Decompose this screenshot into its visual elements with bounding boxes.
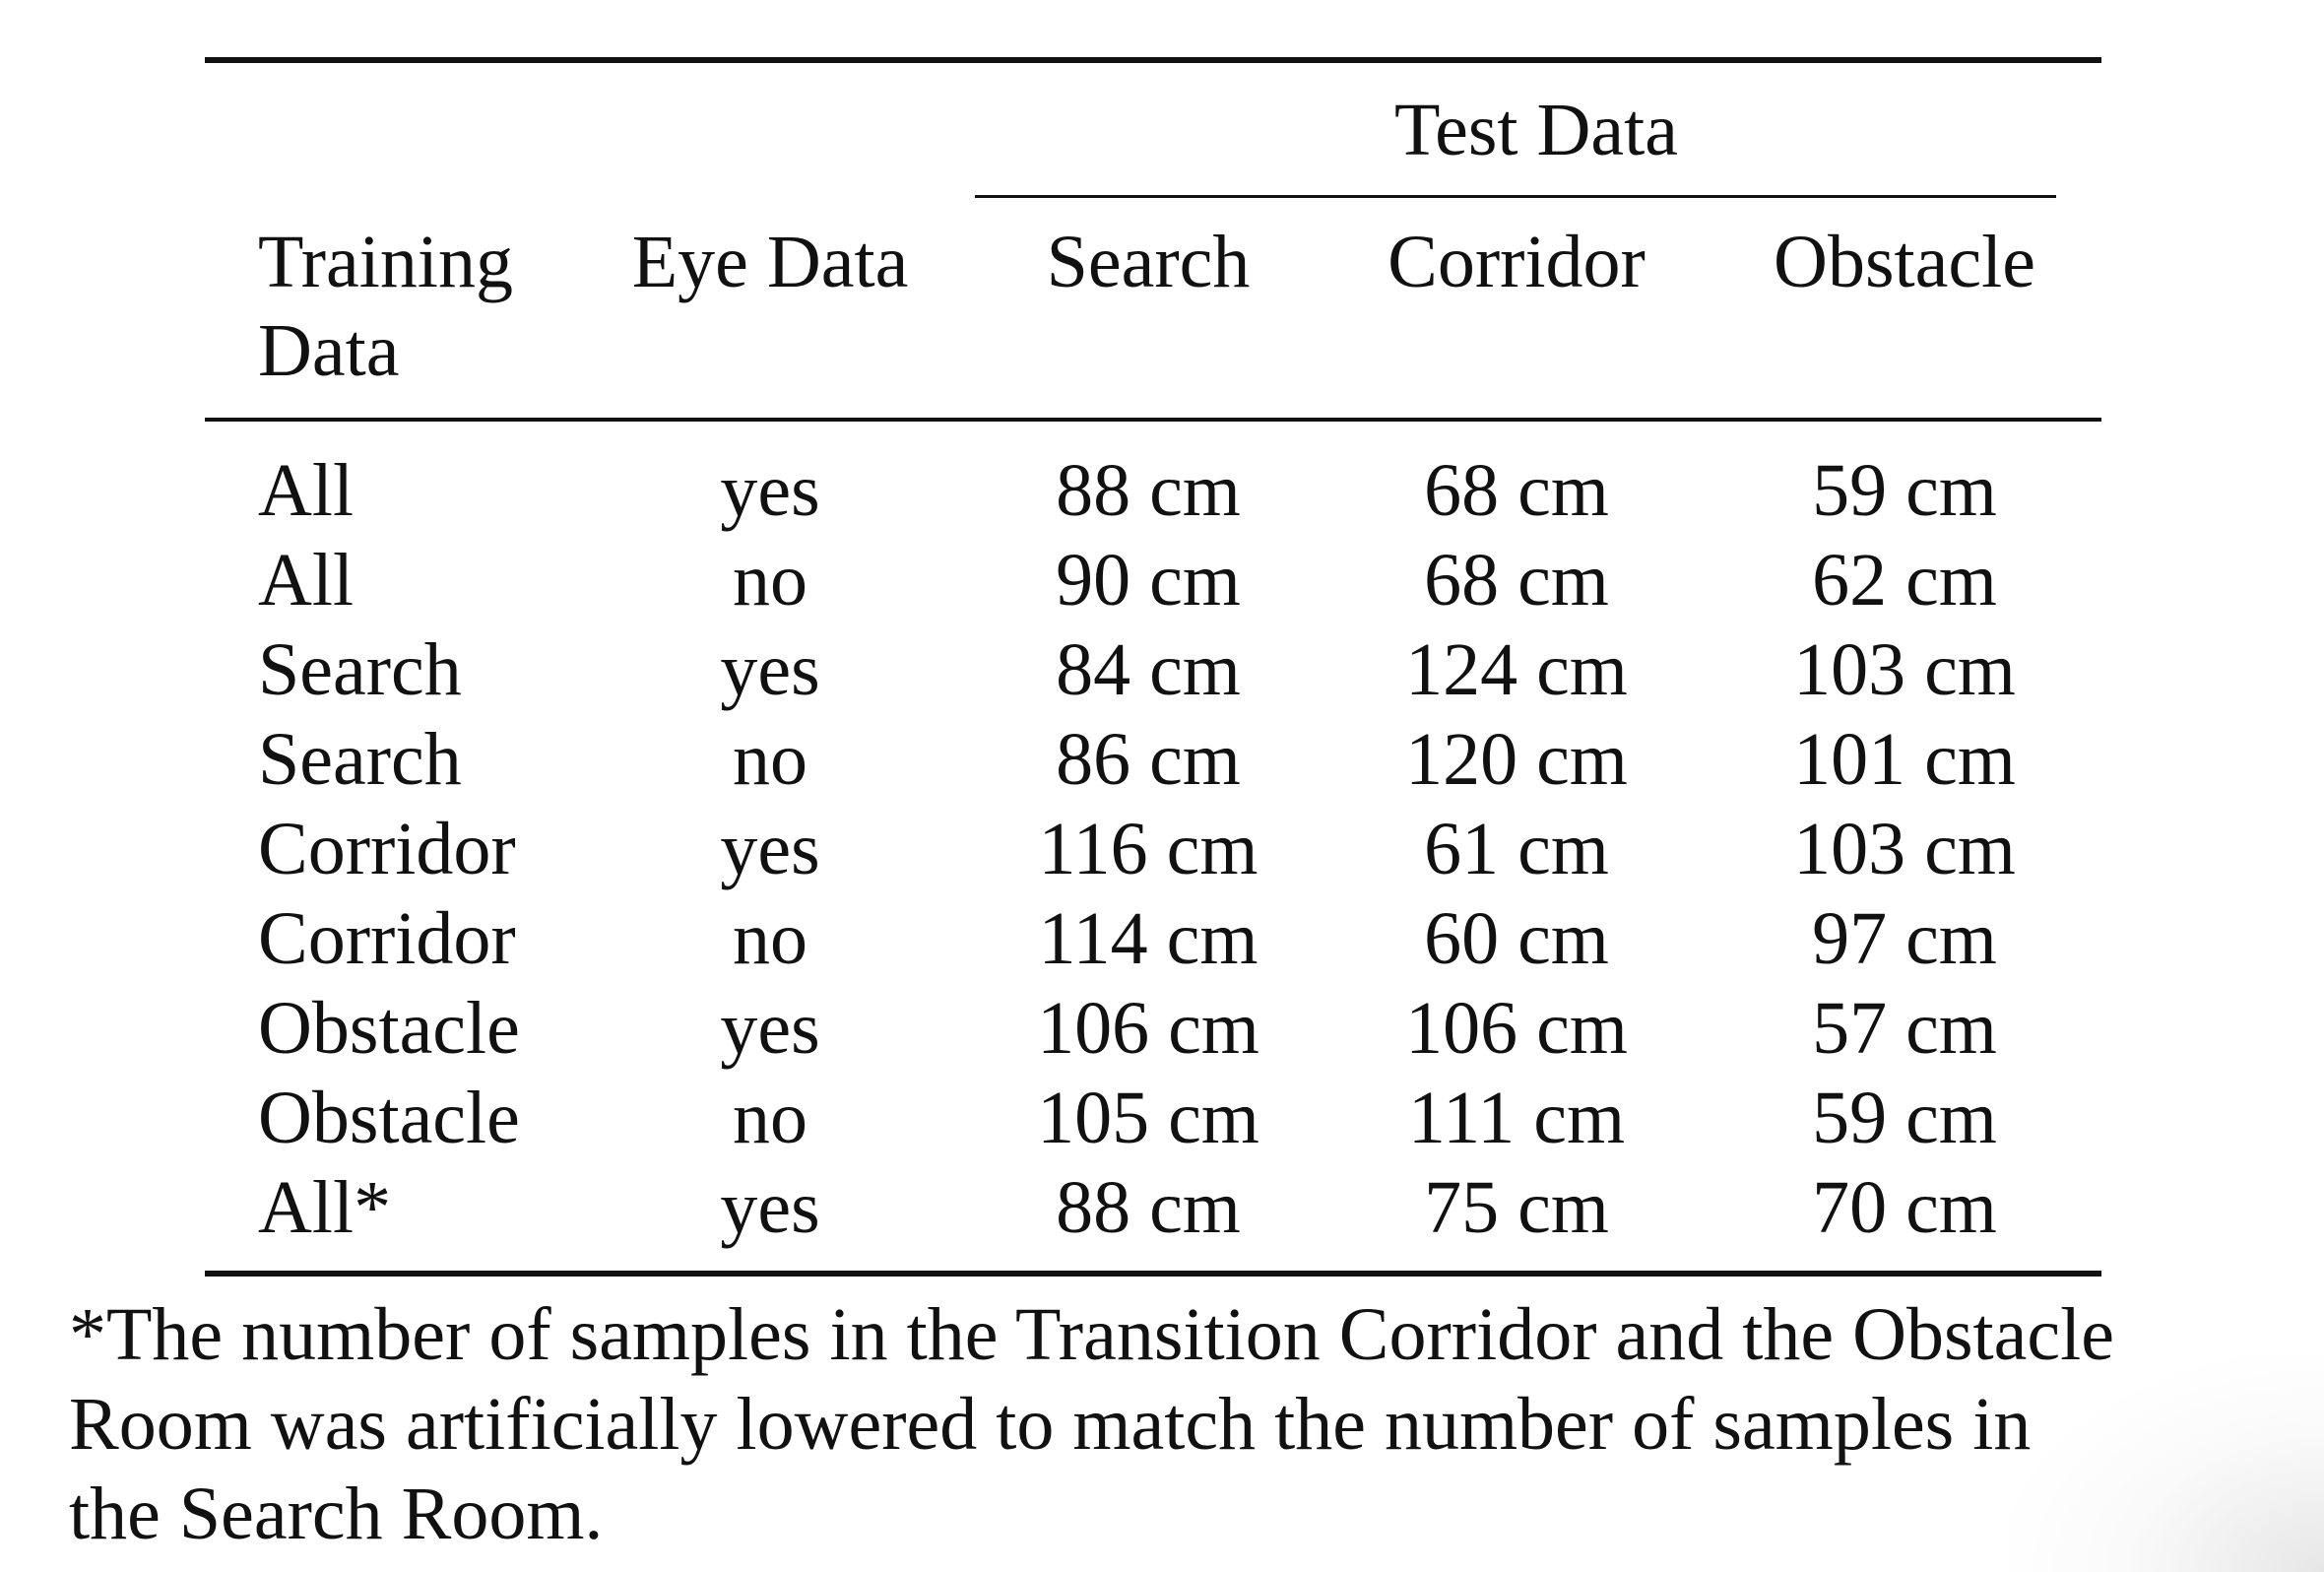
cell-corridor: 68 cm <box>1424 539 1609 622</box>
table-bottom-rule <box>205 1271 2101 1277</box>
cell-obstacle: 70 cm <box>1812 1166 1997 1249</box>
cell-corridor: 124 cm <box>1405 628 1628 711</box>
cell-corridor: 106 cm <box>1405 987 1628 1070</box>
page-shadow <box>2009 1355 2324 1572</box>
cell-obstacle: 59 cm <box>1812 1077 1997 1159</box>
cell-eye-data: no <box>733 897 807 980</box>
cell-training-data: Search <box>258 628 462 711</box>
cell-training-data: Obstacle <box>258 1077 520 1159</box>
cell-search: 106 cm <box>1037 987 1259 1070</box>
cell-corridor: 120 cm <box>1405 718 1628 801</box>
footnote-line: *The number of samples in the Transition… <box>69 1293 2114 1376</box>
header-eye-data: Eye Data <box>631 221 909 303</box>
cell-search: 86 cm <box>1056 718 1241 801</box>
cell-eye-data: no <box>733 718 807 801</box>
cell-eye-data: yes <box>720 987 820 1070</box>
cell-eye-data: no <box>733 539 807 622</box>
header-obstacle: Obstacle <box>1774 221 2035 303</box>
cell-search: 88 cm <box>1056 449 1241 532</box>
cell-eye-data: no <box>733 1077 807 1159</box>
cell-obstacle: 103 cm <box>1793 628 2016 711</box>
cell-search: 114 cm <box>1038 897 1259 980</box>
cell-training-data: Obstacle <box>258 987 520 1070</box>
cell-search: 84 cm <box>1056 628 1241 711</box>
cell-eye-data: yes <box>720 1166 820 1249</box>
cell-training-data: All <box>258 539 355 622</box>
cell-training-data: All* <box>258 1166 392 1249</box>
cell-search: 90 cm <box>1056 539 1241 622</box>
cell-obstacle: 103 cm <box>1793 808 2016 890</box>
cell-corridor: 60 cm <box>1424 897 1609 980</box>
cell-obstacle: 59 cm <box>1812 449 1997 532</box>
cell-search: 105 cm <box>1037 1077 1259 1159</box>
group-header-rule <box>975 195 2056 198</box>
cell-search: 116 cm <box>1038 808 1259 890</box>
cell-obstacle: 97 cm <box>1812 897 1997 980</box>
cell-search: 88 cm <box>1056 1166 1241 1249</box>
header-corridor: Corridor <box>1388 221 1646 303</box>
cell-corridor: 75 cm <box>1424 1166 1609 1249</box>
table-header-rule <box>205 418 2101 422</box>
footnote-line: Room was artificially lowered to match t… <box>69 1383 2032 1466</box>
cell-obstacle: 62 cm <box>1812 539 1997 622</box>
cell-eye-data: yes <box>720 628 820 711</box>
cell-training-data: Corridor <box>258 808 516 890</box>
header-search: Search <box>1046 221 1251 303</box>
cell-eye-data: yes <box>720 808 820 890</box>
cell-training-data: Search <box>258 718 462 801</box>
cell-corridor: 61 cm <box>1424 808 1609 890</box>
header-training-data-line1: Training <box>258 221 514 303</box>
cell-eye-data: yes <box>720 449 820 532</box>
footnote-line: the Search Room. <box>69 1473 604 1555</box>
cell-corridor: 111 cm <box>1407 1077 1626 1159</box>
cell-training-data: Corridor <box>258 897 516 980</box>
group-header-test-data: Test Data <box>1393 89 1678 171</box>
cell-corridor: 68 cm <box>1424 449 1609 532</box>
table-top-rule <box>205 57 2101 63</box>
cell-training-data: All <box>258 449 355 532</box>
cell-obstacle: 101 cm <box>1793 718 2016 801</box>
footnote: *The number of samples in the Transition… <box>69 1290 2255 1559</box>
cell-obstacle: 57 cm <box>1812 987 1997 1070</box>
header-training-data-line2: Data <box>258 309 400 392</box>
